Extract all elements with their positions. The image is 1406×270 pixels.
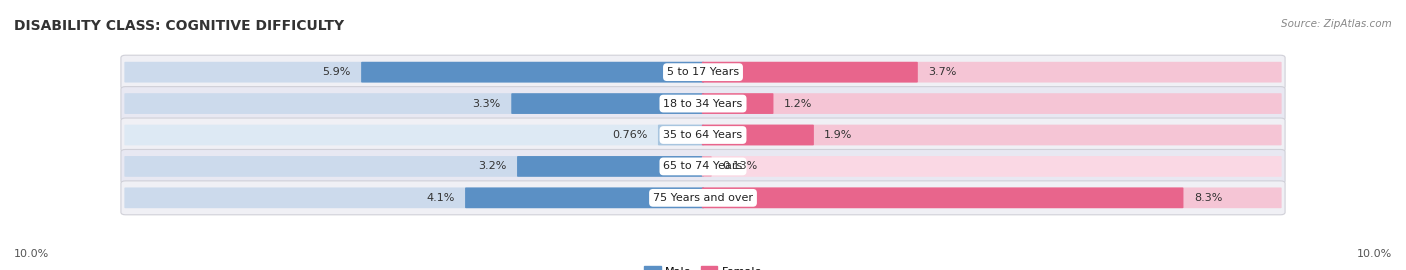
Text: 65 to 74 Years: 65 to 74 Years [664,161,742,171]
FancyBboxPatch shape [124,62,704,83]
FancyBboxPatch shape [121,181,1285,215]
Text: 8.3%: 8.3% [1194,193,1222,203]
Text: 1.9%: 1.9% [824,130,852,140]
Text: DISABILITY CLASS: COGNITIVE DIFFICULTY: DISABILITY CLASS: COGNITIVE DIFFICULTY [14,19,344,33]
Text: 5.9%: 5.9% [322,67,350,77]
Text: 0.13%: 0.13% [723,161,758,171]
FancyBboxPatch shape [702,62,1282,83]
Text: 1.2%: 1.2% [785,99,813,109]
FancyBboxPatch shape [124,187,704,208]
FancyBboxPatch shape [124,156,704,177]
Text: 3.7%: 3.7% [928,67,956,77]
FancyBboxPatch shape [702,156,1282,177]
Text: 4.1%: 4.1% [426,193,454,203]
FancyBboxPatch shape [124,125,704,145]
FancyBboxPatch shape [512,93,704,114]
FancyBboxPatch shape [702,62,918,83]
FancyBboxPatch shape [702,93,1282,114]
Text: 3.3%: 3.3% [472,99,501,109]
FancyBboxPatch shape [702,187,1282,208]
Text: 5 to 17 Years: 5 to 17 Years [666,67,740,77]
FancyBboxPatch shape [121,55,1285,89]
Text: 3.2%: 3.2% [478,161,506,171]
Text: 0.76%: 0.76% [612,130,648,140]
FancyBboxPatch shape [121,118,1285,152]
Text: 10.0%: 10.0% [1357,249,1392,259]
FancyBboxPatch shape [465,187,704,208]
Text: 10.0%: 10.0% [14,249,49,259]
FancyBboxPatch shape [702,125,1282,145]
FancyBboxPatch shape [702,93,773,114]
FancyBboxPatch shape [517,156,704,177]
FancyBboxPatch shape [702,125,814,145]
Text: Source: ZipAtlas.com: Source: ZipAtlas.com [1281,19,1392,29]
Text: 18 to 34 Years: 18 to 34 Years [664,99,742,109]
Text: 35 to 64 Years: 35 to 64 Years [664,130,742,140]
FancyBboxPatch shape [702,187,1184,208]
FancyBboxPatch shape [121,87,1285,120]
FancyBboxPatch shape [124,93,704,114]
Text: 75 Years and over: 75 Years and over [652,193,754,203]
FancyBboxPatch shape [361,62,704,83]
FancyBboxPatch shape [658,125,704,145]
FancyBboxPatch shape [702,156,711,177]
FancyBboxPatch shape [121,150,1285,183]
Legend: Male, Female: Male, Female [640,262,766,270]
